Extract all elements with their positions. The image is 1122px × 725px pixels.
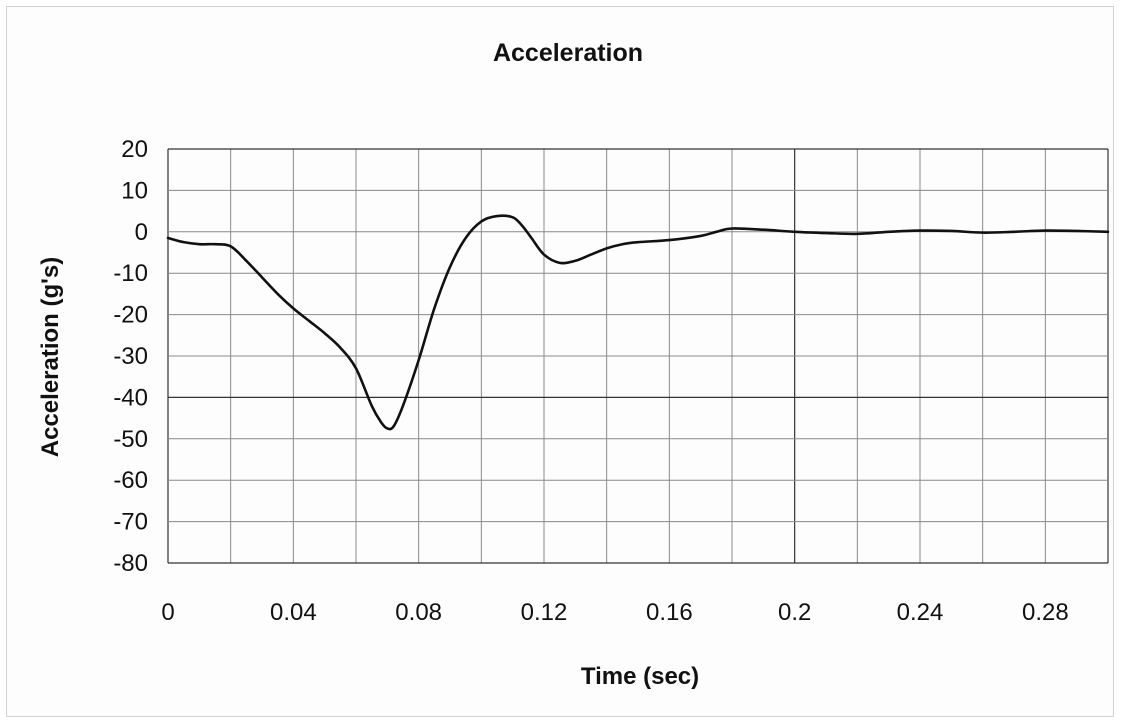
- series-group: [166, 214, 1110, 431]
- x-axis-title: Time (sec): [581, 663, 699, 690]
- y-tick-label: -60: [113, 467, 148, 494]
- x-axis-ticks: 0 0.04 0.08 0.12 0.16 0.2 0.24 0.28: [161, 599, 1068, 626]
- x-tick-label: 0.04: [270, 599, 317, 626]
- grid: [167, 148, 1109, 564]
- x-tick-label: 0.12: [521, 599, 568, 626]
- y-tick-label: 20: [121, 136, 148, 163]
- y-tick-label: -20: [113, 302, 148, 329]
- x-tick-label: 0.24: [897, 599, 944, 626]
- y-tick-label: -30: [113, 343, 148, 370]
- chart-frame: [6, 6, 1114, 717]
- y-tick-label: -70: [113, 509, 148, 536]
- y-tick-label: 0: [135, 219, 148, 246]
- acceleration-series-line: [166, 214, 1110, 431]
- x-tick-label: 0.28: [1022, 599, 1069, 626]
- x-tick-label: 0.2: [778, 599, 811, 626]
- x-tick-label: 0: [161, 599, 174, 626]
- y-tick-label: -10: [113, 260, 148, 287]
- x-tick-label: 0.16: [646, 599, 693, 626]
- y-tick-label: 10: [121, 177, 148, 204]
- y-axis-ticks: 20 10 0 -10 -20 -30 -40 -50 -60 -70 -80: [113, 136, 148, 577]
- y-axis-title: Acceleration (g's): [37, 257, 64, 457]
- y-tick-label: -50: [113, 426, 148, 453]
- y-tick-label: -40: [113, 384, 148, 411]
- y-tick-label: -80: [113, 550, 148, 577]
- x-tick-label: 0.08: [395, 599, 442, 626]
- chart-title: Acceleration: [493, 39, 643, 67]
